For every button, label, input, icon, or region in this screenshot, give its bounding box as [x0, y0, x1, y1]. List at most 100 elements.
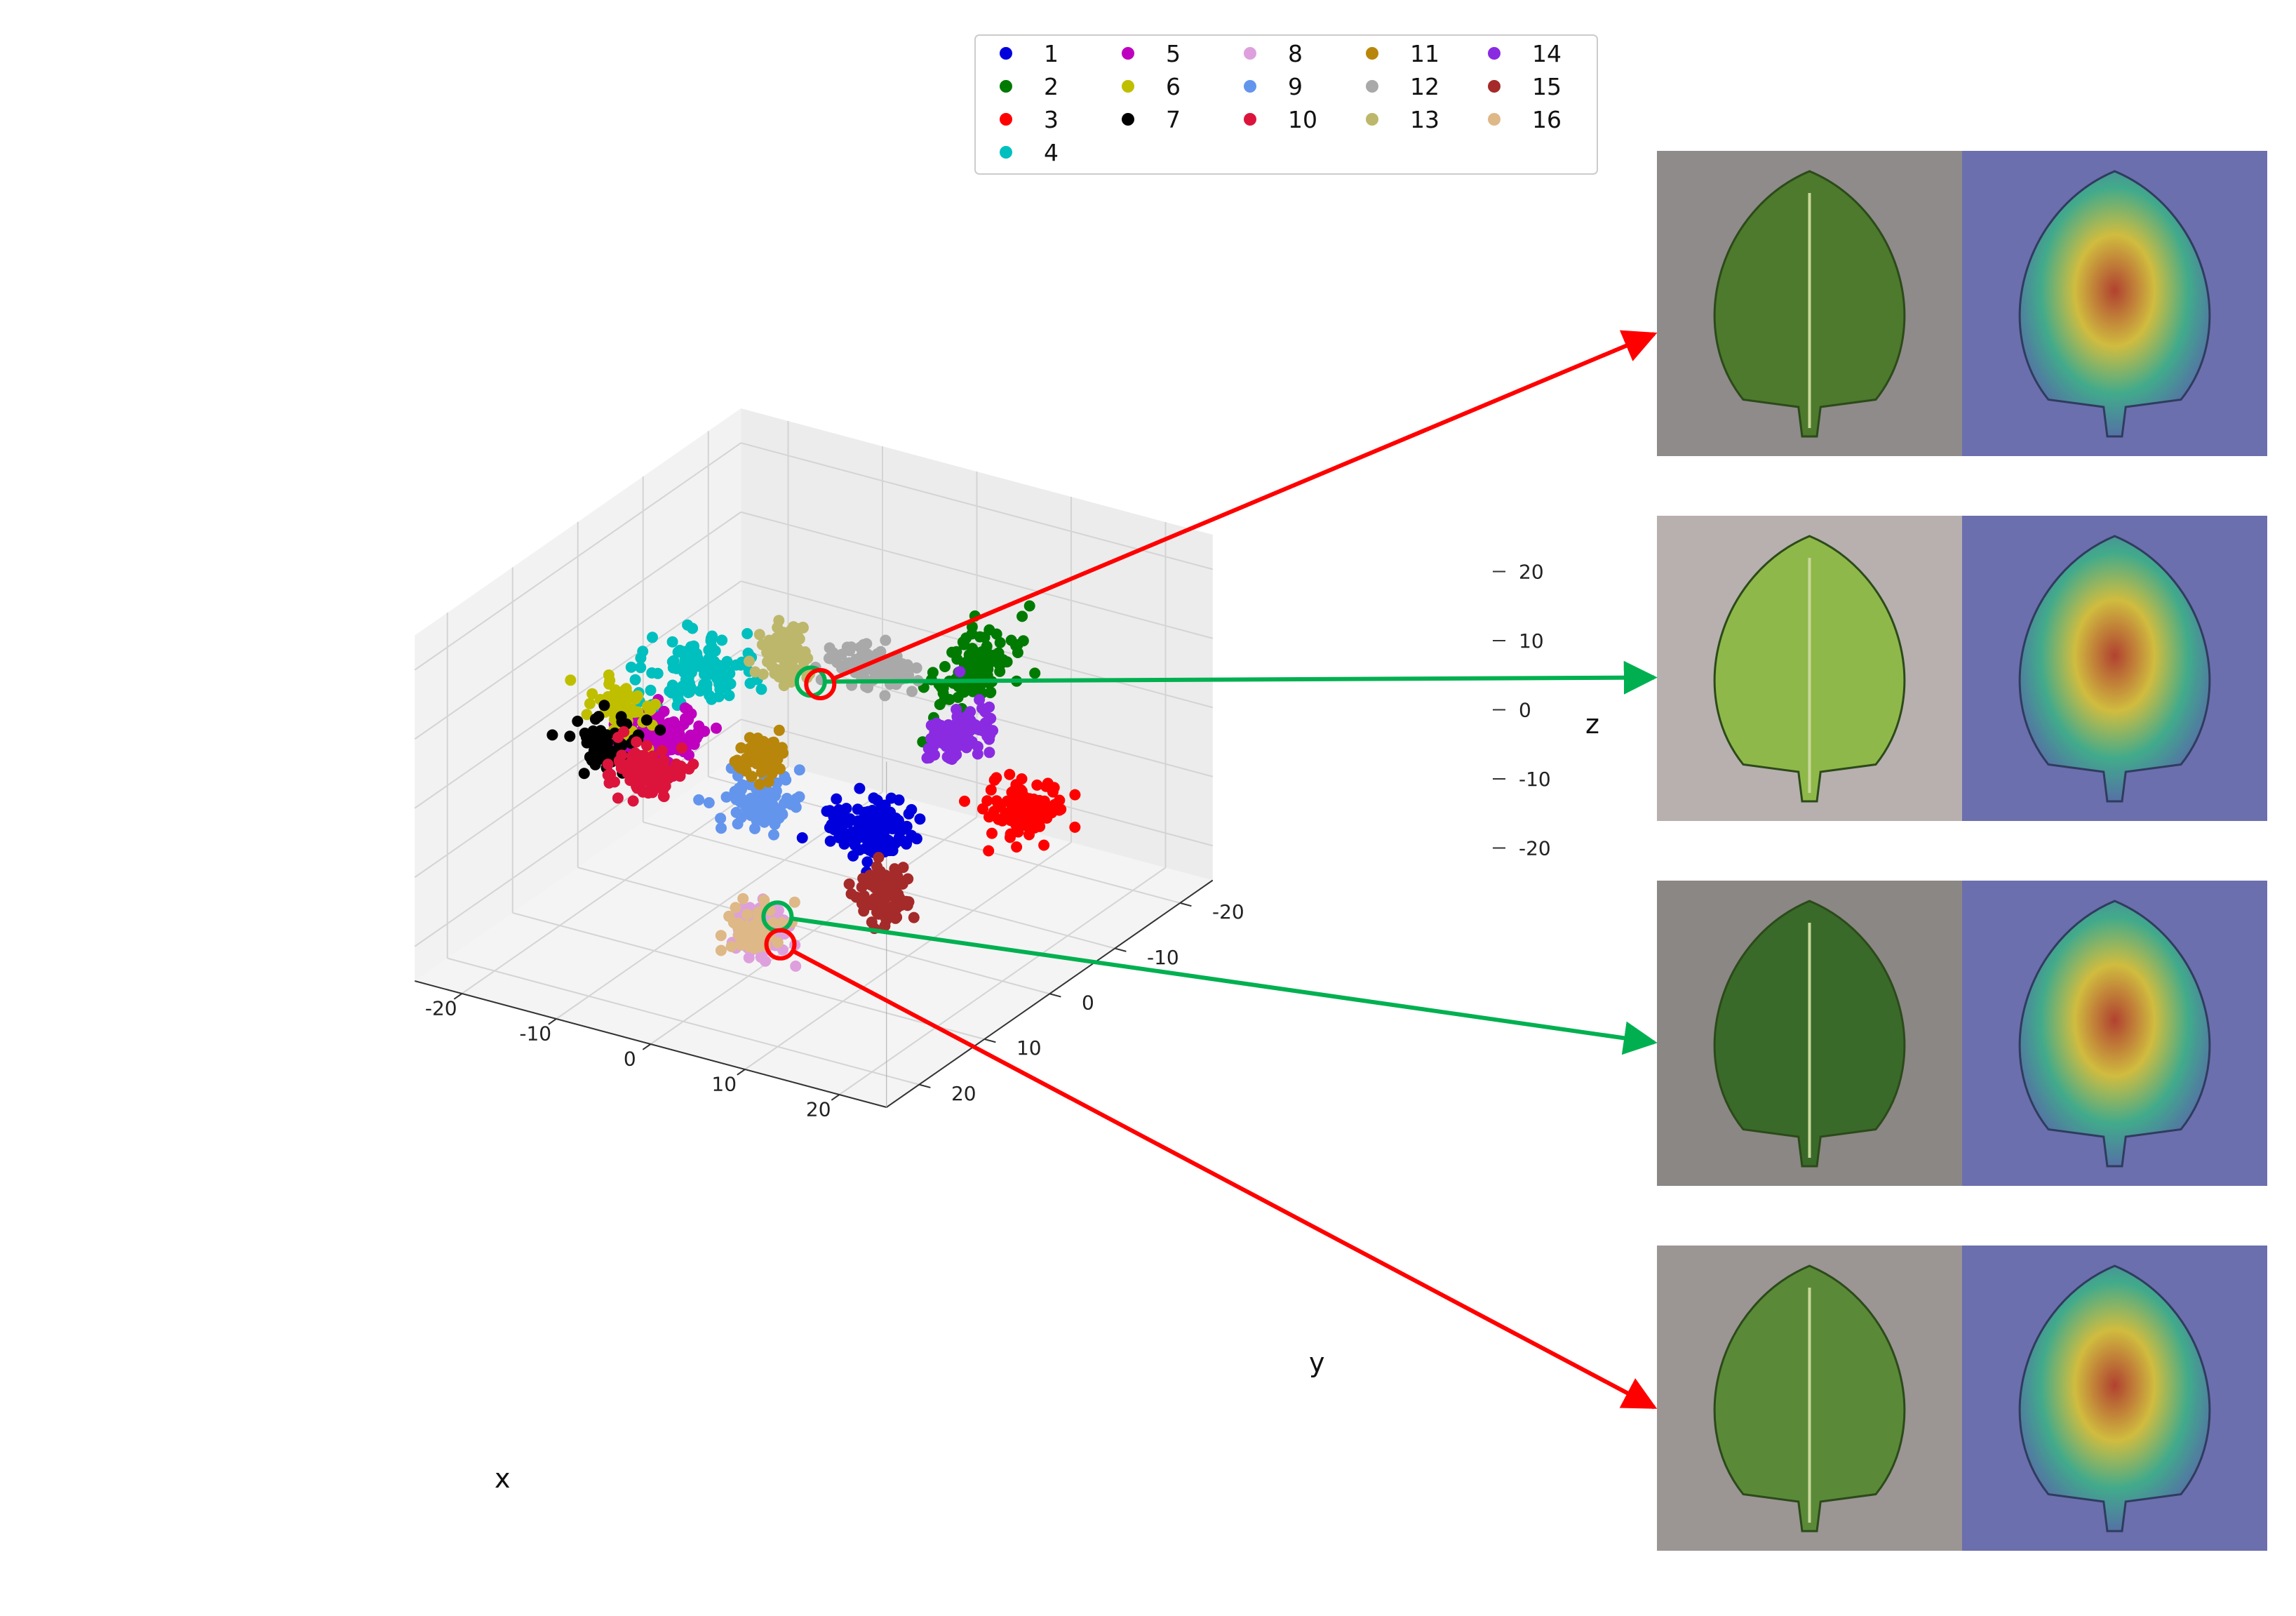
scatter-point	[643, 774, 654, 786]
image-panel-3	[1657, 881, 2267, 1186]
y-tick	[1114, 947, 1127, 952]
scatter-point	[593, 711, 605, 723]
scatter-point	[976, 702, 988, 714]
scatter-point	[1011, 841, 1023, 853]
scatter-point	[1055, 803, 1067, 815]
legend-marker	[1122, 80, 1134, 93]
series-16-points	[715, 893, 800, 956]
legend-label: 15	[1532, 73, 1562, 100]
legend-marker	[1366, 47, 1378, 60]
z-axis-label: z	[1585, 709, 1599, 740]
scatter-point	[880, 869, 892, 881]
y-tick	[918, 1083, 931, 1088]
scatter-point	[1069, 821, 1081, 833]
legend-marker	[1000, 113, 1012, 126]
scatter-point	[1042, 777, 1054, 789]
scatter-point	[889, 912, 901, 924]
scatter-point	[772, 937, 784, 949]
scatter-point	[976, 662, 988, 674]
scatter-point	[868, 833, 880, 845]
scatter-point	[788, 896, 800, 908]
series-9-points	[693, 762, 805, 841]
scatter-point	[941, 751, 953, 763]
series-3-points	[959, 768, 1081, 857]
scatter-point	[734, 791, 746, 802]
legend-entry-8: 8	[1244, 40, 1303, 67]
scatter-point	[687, 643, 699, 655]
legend-marker	[1000, 47, 1012, 60]
scatter-point	[1034, 800, 1046, 811]
legend-marker	[1244, 47, 1256, 60]
grid-line-z-back	[740, 511, 1214, 639]
legend-marker	[1000, 80, 1012, 93]
scatter-point	[796, 832, 808, 843]
legend-entry-11: 11	[1366, 40, 1439, 67]
scatter-point	[602, 759, 614, 770]
scatter-point	[991, 628, 1002, 640]
scatter-point	[1029, 667, 1041, 679]
scatter-point	[781, 792, 793, 804]
grid-line-z-left	[414, 580, 741, 809]
x-tick-label: -20	[425, 997, 457, 1020]
scatter-point	[843, 657, 855, 669]
scatter-point	[692, 726, 704, 737]
highlight-arrow	[824, 660, 1658, 695]
scatter-point	[1032, 817, 1044, 829]
leaf-heatmap	[2018, 900, 2211, 1168]
scatter-point	[977, 803, 988, 815]
scatter-point	[687, 759, 699, 770]
scatter-point	[697, 683, 709, 695]
grid-line-z-left	[414, 511, 741, 740]
scatter-point	[730, 806, 742, 818]
grid-line-y-floor	[447, 957, 920, 1086]
x-tick-label: -10	[519, 1022, 551, 1046]
scatter-point	[873, 897, 885, 909]
axis-grid	[414, 421, 1214, 1095]
scatter-point	[753, 778, 765, 790]
scatter-point	[603, 669, 615, 681]
z-tick-label: 10	[1519, 629, 1544, 653]
legend-marker	[1488, 80, 1501, 93]
scatter-point	[921, 752, 933, 764]
scatter-point	[994, 636, 1006, 648]
scatter-point	[676, 742, 687, 754]
scatter-point	[866, 916, 878, 928]
legend-entry-9: 9	[1244, 73, 1303, 100]
scatter-point	[627, 795, 639, 807]
z-tick-label: 0	[1519, 698, 1531, 721]
legend-entry-4: 4	[1000, 139, 1059, 166]
scatter-point	[793, 764, 805, 776]
legend-entry-14: 14	[1488, 40, 1562, 67]
scatter-point	[679, 713, 691, 724]
scatter-point	[773, 812, 785, 824]
scatter-point	[670, 726, 682, 738]
scatter-point	[773, 724, 785, 736]
scatter-point	[854, 782, 866, 794]
x-tick-label: 20	[806, 1098, 831, 1121]
y-tick-label: 10	[1016, 1036, 1042, 1060]
highlight-arrow	[791, 949, 1658, 1410]
y-tick-label: -10	[1147, 946, 1179, 969]
scatter-point	[688, 738, 700, 750]
leaf-heatmap	[2018, 170, 2211, 438]
scatter-point	[869, 667, 881, 679]
scatter-point	[966, 621, 978, 633]
scatter-point	[767, 651, 779, 662]
series-1-points	[796, 782, 926, 878]
scatter-point	[674, 770, 686, 782]
scatter-point	[824, 835, 836, 847]
scatter-point	[737, 893, 749, 904]
scatter-point	[1054, 794, 1066, 806]
scatter-point	[791, 793, 803, 805]
scatter-point	[897, 862, 909, 874]
legend-label: 13	[1410, 106, 1439, 133]
scatter-point	[771, 777, 783, 789]
scatter-point	[952, 691, 964, 703]
scatter-point	[790, 960, 802, 972]
scatter-point	[951, 653, 963, 665]
scatter-point	[666, 770, 678, 782]
scatter-point	[741, 628, 753, 639]
scatter-point	[861, 856, 873, 868]
scatter-point	[788, 621, 800, 633]
